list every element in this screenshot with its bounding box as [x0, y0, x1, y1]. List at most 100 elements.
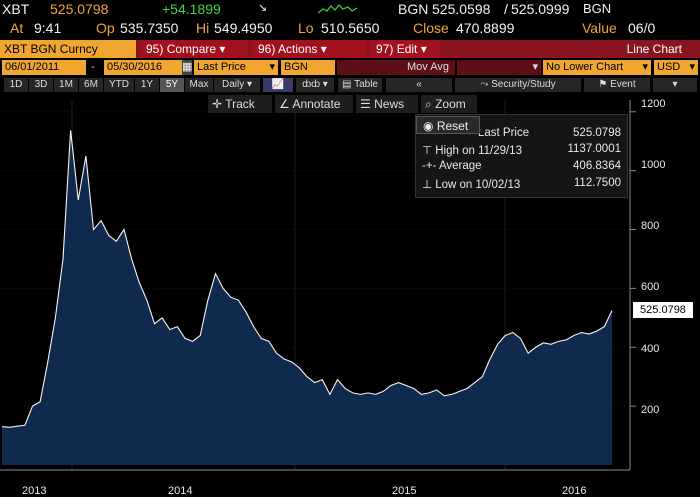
quote-time: 9:41	[34, 20, 62, 36]
trend-icon: ↘	[258, 2, 268, 14]
legend-high-text: High on 11/29/13	[435, 145, 522, 157]
high-value: 549.4950	[214, 20, 273, 36]
radio-icon: ◉	[423, 119, 434, 133]
crosshair-icon: ✛	[212, 97, 223, 111]
period-1m[interactable]: 1M	[54, 78, 78, 92]
start-date-field[interactable]: 06/01/2011	[2, 60, 86, 75]
news-button[interactable]: ☰ News	[356, 95, 418, 113]
chart-tools-row: ✛ Track ∠ Annotate ☰ News ⌕ Zoom	[0, 95, 700, 113]
frequency-selector[interactable]: Daily ▾	[214, 78, 260, 92]
reset-button[interactable]: ◉ Reset	[416, 116, 480, 134]
y-tick-label: 200	[641, 404, 660, 416]
magnifier-icon: ⌕	[425, 97, 432, 111]
mov-avg-field[interactable]: Mov Avg	[337, 60, 455, 75]
average-marker-icon: -+-	[422, 160, 437, 172]
more-icon[interactable]: ▾	[653, 78, 697, 92]
period-6m[interactable]: 6M	[79, 78, 103, 92]
lower-chart-selector[interactable]: No Lower Chart ▾	[543, 60, 651, 75]
news-icon: ☰	[360, 97, 371, 111]
chevron-down-icon: ▾	[320, 42, 327, 56]
legend-high-value: 1137.0001	[567, 143, 621, 155]
line-style-icon[interactable]: 📈	[263, 78, 293, 92]
period-row: 1D 3D 1M 6M YTD 1Y 5Y Max Daily ▾ 📈 ȸȸ ▾…	[0, 78, 700, 93]
compare-menu[interactable]: 95) Compare ▾	[140, 40, 248, 58]
legend-high-label: ⊤ High on 11/29/13	[422, 143, 522, 157]
annotate-button[interactable]: ∠ Annotate	[275, 95, 353, 113]
legend-low-label: ⊥ Low on 10/02/13	[422, 177, 520, 191]
chevron-down-icon: ▾	[269, 61, 275, 73]
x-tick-label: 2015	[392, 485, 417, 497]
edit-menu[interactable]: 97) Edit ▾	[370, 40, 440, 58]
y-tick-label: 600	[641, 281, 660, 293]
mov-avg-dropdown[interactable]: ▾	[457, 60, 541, 75]
edit-number: 97)	[376, 42, 394, 56]
period-max[interactable]: Max	[185, 78, 213, 92]
flag-icon: ⚑	[598, 79, 608, 90]
price-chart[interactable]	[0, 100, 700, 497]
price-line	[1, 130, 613, 428]
price-area	[2, 130, 612, 465]
security-study-icon: ⤳	[480, 79, 489, 90]
legend-avg-value: 406.8364	[573, 160, 621, 172]
source-field[interactable]: BGN	[281, 60, 335, 75]
security-study-button[interactable]: ⤳ Security/Study	[455, 78, 581, 92]
x-tick-label: 2014	[168, 485, 193, 497]
open-value: 535.7350	[120, 20, 179, 36]
legend-low-text: Low on 10/02/13	[435, 179, 521, 191]
collapse-icon[interactable]: «	[386, 78, 452, 92]
security-study-label: Security/Study	[491, 79, 556, 90]
period-5y[interactable]: 5Y	[160, 78, 184, 92]
close-label: Close	[413, 20, 449, 36]
reset-label: Reset	[436, 119, 469, 133]
range-row: 06/01/2011 - 05/30/2016 ▦ Last Price ▾ BG…	[0, 60, 700, 76]
chevron-down-icon: ▾	[246, 79, 253, 90]
event-label: Event	[610, 79, 636, 90]
chevron-down-icon: ▾	[689, 61, 695, 73]
event-button[interactable]: ⚑ Event	[584, 78, 650, 92]
open-label: Op	[96, 20, 115, 36]
low-label: Lo	[298, 20, 314, 36]
end-date-field[interactable]: 05/30/2016	[104, 60, 190, 75]
chevron-down-icon: ▾	[532, 61, 538, 73]
bid-source: BGN	[398, 1, 429, 17]
news-label: News	[374, 97, 405, 111]
security-field[interactable]: XBT BGN Curncy	[0, 40, 136, 58]
period-3d[interactable]: 3D	[29, 78, 53, 92]
legend-avg-label: -+- Average	[422, 160, 482, 172]
lower-chart-label: No Lower Chart	[546, 61, 624, 73]
bid-price: 525.0598	[432, 1, 491, 17]
legend-last-value: 525.0798	[573, 127, 621, 139]
pencil-icon: ∠	[279, 97, 290, 111]
currency-label: USD	[657, 61, 681, 73]
y-tick-label: 1000	[641, 159, 666, 171]
value-label: Value	[582, 20, 617, 36]
zoom-button[interactable]: ⌕ Zoom	[421, 95, 477, 113]
x-tick-label: 2016	[562, 485, 587, 497]
table-label: Table	[354, 79, 378, 90]
at-label: At	[10, 20, 24, 36]
legend-low-value: 112.7500	[573, 177, 621, 189]
currency-selector[interactable]: USD ▾	[654, 60, 698, 75]
field-selector[interactable]: Last Price ▾	[194, 60, 278, 75]
track-label: Track	[225, 97, 255, 111]
track-button[interactable]: ✛ Track	[208, 95, 272, 113]
period-1d[interactable]: 1D	[4, 78, 28, 92]
indicator-icon[interactable]: ȸȸ ▾	[296, 78, 334, 92]
table-icon: ▤	[342, 79, 352, 90]
actions-menu[interactable]: 96) Actions ▾	[252, 40, 366, 58]
quote-row: At 9:41 Op 535.7350 Hi 549.4950 Lo 510.5…	[0, 19, 700, 39]
y-tick-label: 400	[641, 343, 660, 355]
range-dash: -	[91, 61, 95, 73]
period-1y[interactable]: 1Y	[135, 78, 159, 92]
low-value: 510.5650	[321, 20, 380, 36]
period-ytd[interactable]: YTD	[104, 78, 134, 92]
chevron-down-icon: ▾	[219, 42, 226, 56]
table-button[interactable]: ▤ Table	[338, 78, 382, 92]
last-price: 525.0798	[50, 1, 109, 17]
calendar-icon[interactable]: ▦	[182, 60, 193, 75]
legend-last-label: Last Price	[478, 127, 530, 139]
high-label: Hi	[196, 20, 210, 36]
chart-toolbar: XBT BGN Curncy 95) Compare ▾ 96) Actions…	[0, 40, 700, 58]
chevron-down-icon: ▾	[420, 42, 427, 56]
actions-label: Actions	[278, 42, 318, 56]
